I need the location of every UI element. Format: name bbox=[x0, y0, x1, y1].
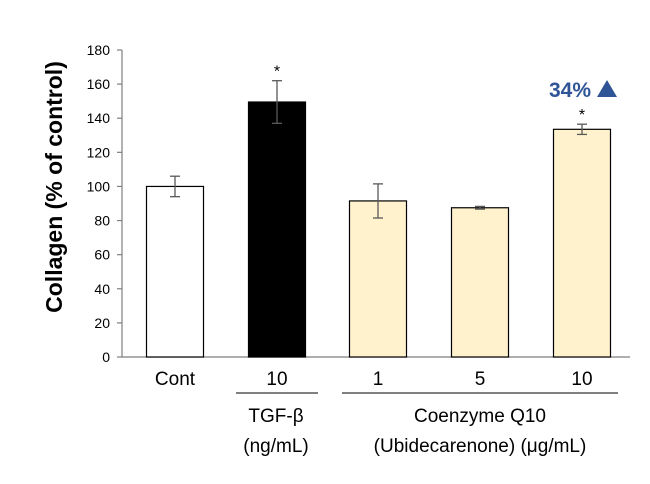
y-axis-label: Collagen (% of control) bbox=[41, 61, 67, 313]
bars bbox=[145, 101, 612, 358]
group-label-1-line2: (Ubidecarenone) (μg/mL) bbox=[374, 436, 587, 457]
y-tick-label: 140 bbox=[87, 110, 111, 126]
significance-mark-4: * bbox=[579, 107, 585, 124]
group-label-0-line1: TGF-β bbox=[248, 406, 303, 427]
category-label-1: 10 bbox=[266, 369, 287, 390]
bar-4 bbox=[552, 128, 612, 358]
y-tick-label: 0 bbox=[102, 349, 110, 365]
category-label-4: 10 bbox=[571, 369, 592, 390]
up-triangle-icon bbox=[597, 80, 617, 97]
category-labels: Cont 10 1 5 10 bbox=[155, 369, 593, 390]
group-labels: TGF-β (ng/mL) Coenzyme Q10 (Ubidecarenone) … bbox=[236, 392, 618, 457]
y-tick-label: 20 bbox=[94, 315, 110, 331]
category-label-3: 5 bbox=[475, 369, 486, 390]
category-label-0: Cont bbox=[155, 369, 196, 390]
bar-1 bbox=[247, 101, 307, 358]
significance-mark-1: * bbox=[274, 64, 280, 81]
significance-marks: ** bbox=[274, 64, 585, 124]
y-tick-label: 60 bbox=[94, 247, 110, 263]
bar-0 bbox=[145, 185, 205, 358]
y-tick-label: 120 bbox=[87, 144, 111, 160]
y-tick-label: 180 bbox=[87, 42, 111, 58]
increase-percent-label: 34% bbox=[549, 79, 591, 102]
error-bars bbox=[170, 80, 587, 219]
bar-2 bbox=[348, 200, 408, 358]
group-label-0-line2: (ng/mL) bbox=[243, 436, 308, 457]
increase-annotation: 34% bbox=[549, 79, 617, 102]
y-tick-label: 40 bbox=[94, 281, 110, 297]
y-tick-label: 160 bbox=[87, 76, 111, 92]
group-label-1-line1: Coenzyme Q10 bbox=[414, 406, 546, 427]
axes: 0 20 40 60 80 100 120 140 160 180 bbox=[87, 42, 630, 365]
y-tick-label: 100 bbox=[87, 178, 111, 194]
category-label-2: 1 bbox=[373, 369, 384, 390]
y-tick-label: 80 bbox=[94, 213, 110, 229]
bar-3 bbox=[450, 207, 510, 358]
